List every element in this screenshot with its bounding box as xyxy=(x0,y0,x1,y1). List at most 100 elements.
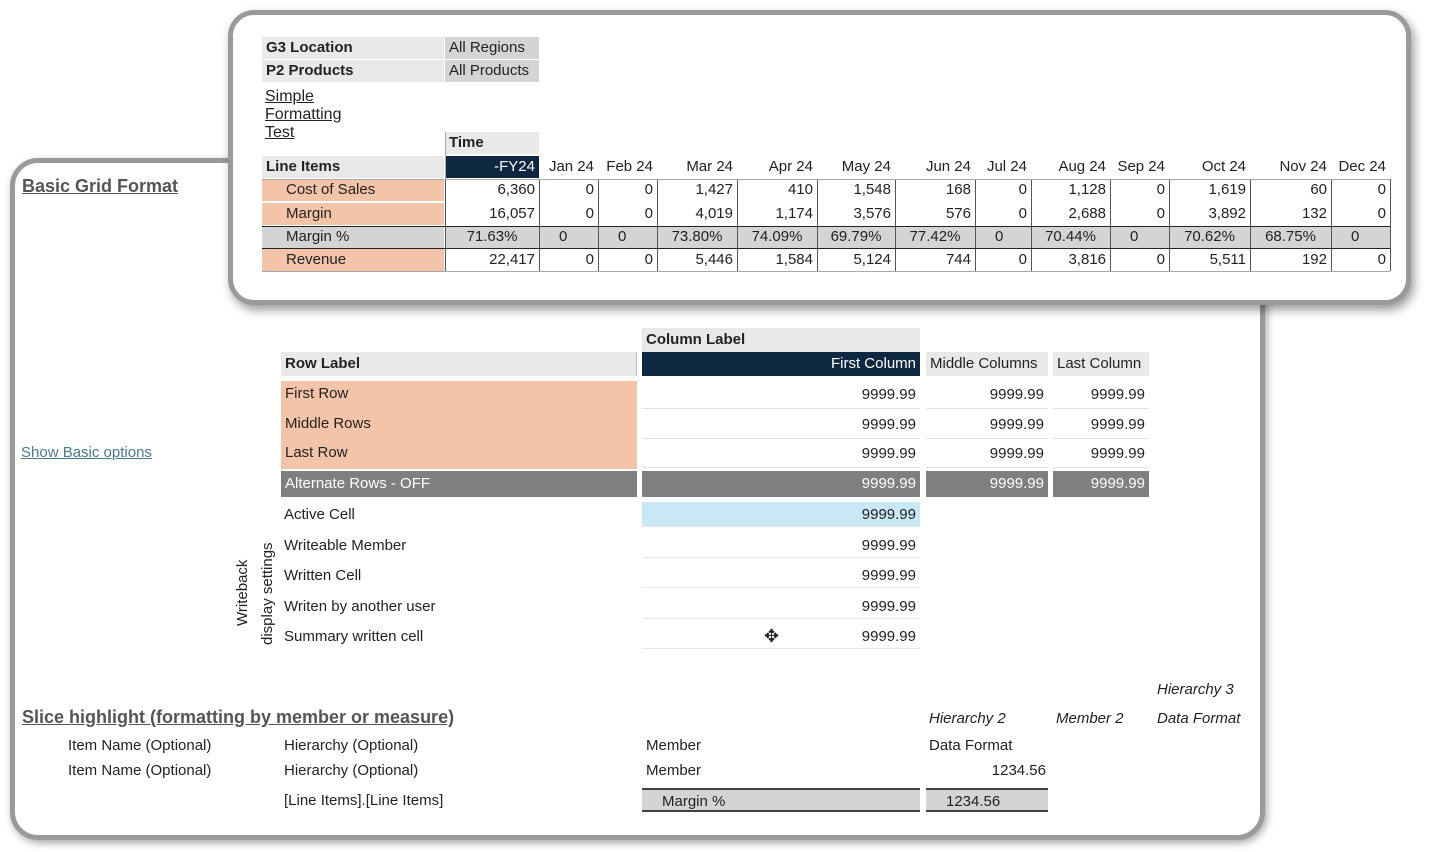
data-cell[interactable]: 60 xyxy=(1310,181,1327,198)
slice-hierarchy-1[interactable]: Hierarchy (Optional) xyxy=(284,737,419,754)
writeback-cell[interactable]: 9999.99 xyxy=(642,502,920,527)
format-col-header-2[interactable]: Last Column xyxy=(1053,352,1149,376)
data-cell[interactable]: 744 xyxy=(945,251,971,268)
alternate-row-cell[interactable]: 9999.99 xyxy=(926,471,1048,497)
data-cell[interactable]: 0 xyxy=(598,226,657,248)
data-cell[interactable]: 4,019 xyxy=(695,205,733,222)
column-header-1[interactable]: Jan 24 xyxy=(548,158,594,175)
data-cell[interactable]: 0 xyxy=(585,181,594,198)
row-label-2[interactable]: Margin % xyxy=(262,226,444,248)
column-header-12[interactable]: Dec 24 xyxy=(1338,158,1386,175)
data-cell[interactable]: 0 xyxy=(1018,251,1027,268)
format-cell[interactable]: 9999.99 xyxy=(926,411,1048,439)
column-header-8[interactable]: Aug 24 xyxy=(1058,158,1106,175)
data-cell[interactable]: 6,360 xyxy=(497,181,535,198)
slice-value-3[interactable]: 1234.56 xyxy=(926,788,1048,812)
data-cell[interactable]: 132 xyxy=(1301,205,1327,222)
data-cell[interactable]: 3,892 xyxy=(1208,205,1246,222)
data-cell[interactable]: 0 xyxy=(644,251,653,268)
data-cell[interactable]: 71.63% xyxy=(445,226,539,248)
data-cell[interactable]: 0 xyxy=(1018,205,1027,222)
data-cell[interactable]: 3,576 xyxy=(853,205,891,222)
slice-member-margin-pct[interactable]: Margin % xyxy=(642,788,920,812)
column-header-11[interactable]: Nov 24 xyxy=(1279,158,1327,175)
slice-item-name-1[interactable]: Item Name (Optional) xyxy=(68,737,212,754)
alternate-row-cell[interactable]: 9999.99 xyxy=(1053,471,1149,497)
data-cell[interactable]: 192 xyxy=(1301,251,1327,268)
format-cell[interactable]: 9999.99 xyxy=(1053,440,1149,468)
data-cell[interactable]: 0 xyxy=(1377,251,1386,268)
format-cell[interactable]: 9999.99 xyxy=(642,381,920,409)
alternate-rows-label[interactable]: Alternate Rows - OFF xyxy=(281,471,637,497)
column-header-3[interactable]: Mar 24 xyxy=(686,158,733,175)
column-header-0[interactable]: -FY24 xyxy=(445,156,539,178)
data-cell[interactable]: 5,124 xyxy=(853,251,891,268)
format-col-header-1[interactable]: Middle Columns xyxy=(926,352,1048,376)
filter-value-dropdown[interactable]: All Regions xyxy=(445,37,539,59)
slice-hierarchy-2[interactable]: Hierarchy (Optional) xyxy=(284,762,419,779)
format-col-header-0[interactable]: First Column xyxy=(642,352,920,376)
row-label-3[interactable]: Revenue xyxy=(262,249,444,271)
column-header-7[interactable]: Jul 24 xyxy=(986,158,1027,175)
slice-item-name-2[interactable]: Item Name (Optional) xyxy=(68,762,212,779)
filter-value-dropdown[interactable]: All Products xyxy=(445,60,539,82)
slice-hierarchy-3[interactable]: [Line Items].[Line Items] xyxy=(284,792,444,809)
format-row-label-2[interactable]: Last Row xyxy=(281,440,637,469)
data-cell[interactable]: 0 xyxy=(539,226,598,248)
data-cell[interactable]: 68.75% xyxy=(1250,226,1331,248)
data-cell[interactable]: 73.80% xyxy=(657,226,737,248)
data-cell[interactable]: 0 xyxy=(1110,226,1169,248)
format-row-label-0[interactable]: First Row xyxy=(281,381,637,411)
data-cell[interactable]: 5,446 xyxy=(695,251,733,268)
data-cell[interactable]: 16,057 xyxy=(489,205,535,222)
data-cell[interactable]: 1,619 xyxy=(1208,181,1246,198)
data-cell[interactable]: 1,174 xyxy=(775,205,813,222)
data-cell[interactable]: 5,511 xyxy=(1209,251,1246,268)
data-cell[interactable]: 0 xyxy=(585,251,594,268)
format-row-label-1[interactable]: Middle Rows xyxy=(281,411,637,440)
data-cell[interactable]: 0 xyxy=(585,205,594,222)
slice-member-1[interactable]: Member xyxy=(646,737,702,754)
data-cell[interactable]: 1,128 xyxy=(1068,181,1106,198)
data-cell[interactable]: 3,816 xyxy=(1068,251,1106,268)
data-cell[interactable]: 1,427 xyxy=(695,181,733,198)
data-cell[interactable]: 0 xyxy=(1018,181,1027,198)
data-cell[interactable]: 77.42% xyxy=(895,226,975,248)
writeback-cell[interactable]: 9999.99 xyxy=(642,624,920,649)
alternate-row-cell[interactable]: 9999.99 xyxy=(642,471,920,497)
data-cell[interactable]: 1,548 xyxy=(853,181,891,198)
data-cell[interactable]: 0 xyxy=(975,226,1031,248)
data-cell[interactable]: 1,584 xyxy=(775,251,813,268)
data-cell[interactable]: 576 xyxy=(945,205,971,222)
writeback-cell[interactable]: 9999.99 xyxy=(642,533,920,558)
writeback-cell[interactable]: 9999.99 xyxy=(642,594,920,619)
data-cell[interactable]: 22,417 xyxy=(489,251,535,268)
data-cell[interactable]: 74.09% xyxy=(737,226,817,248)
data-cell[interactable]: 70.44% xyxy=(1031,226,1110,248)
data-cell[interactable]: 168 xyxy=(945,181,971,198)
data-cell[interactable]: 2,688 xyxy=(1068,205,1106,222)
format-cell[interactable]: 9999.99 xyxy=(642,411,920,439)
column-header-4[interactable]: Apr 24 xyxy=(768,158,813,175)
data-cell[interactable]: 0 xyxy=(1377,181,1386,198)
slice-value-2[interactable]: 1234.56 xyxy=(991,762,1046,779)
data-cell[interactable]: 0 xyxy=(1377,205,1386,222)
format-cell[interactable]: 9999.99 xyxy=(642,440,920,468)
data-cell[interactable]: 69.79% xyxy=(817,226,895,248)
row-label-0[interactable]: Cost of Sales xyxy=(262,179,444,201)
data-cell[interactable]: 70.62% xyxy=(1169,226,1250,248)
column-header-2[interactable]: Feb 24 xyxy=(606,158,653,175)
column-header-5[interactable]: May 24 xyxy=(841,158,891,175)
data-cell[interactable]: 0 xyxy=(644,205,653,222)
format-cell[interactable]: 9999.99 xyxy=(926,440,1048,468)
column-header-9[interactable]: Sep 24 xyxy=(1117,158,1165,175)
slice-member-2[interactable]: Member xyxy=(646,762,702,779)
data-cell[interactable]: 410 xyxy=(787,181,813,198)
data-cell[interactable]: 0 xyxy=(1156,205,1165,222)
data-cell[interactable]: 0 xyxy=(1156,181,1165,198)
format-cell[interactable]: 9999.99 xyxy=(1053,381,1149,409)
column-header-10[interactable]: Oct 24 xyxy=(1201,158,1246,175)
data-cell[interactable]: 0 xyxy=(1156,251,1165,268)
row-label-1[interactable]: Margin xyxy=(262,203,444,225)
slice-data-format-1[interactable]: Data Format xyxy=(929,737,1013,754)
